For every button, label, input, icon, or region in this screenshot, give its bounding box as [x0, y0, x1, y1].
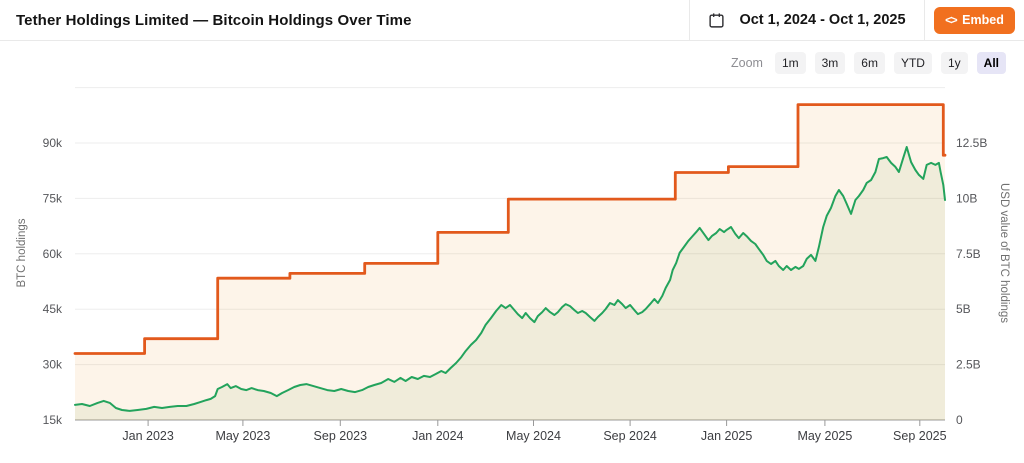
plot-area[interactable]: [75, 88, 945, 420]
zoom-button-ytd[interactable]: YTD: [893, 52, 932, 74]
x-axis-label: Sep 2024: [603, 429, 657, 443]
y-axis-label-right: 7.5B: [956, 247, 981, 261]
usd-value-line: [74, 146, 946, 412]
zoom-button-all[interactable]: All: [976, 52, 1006, 74]
x-axis-label: Jan 2023: [122, 429, 173, 443]
y-axis-label-right: 5B: [956, 302, 971, 316]
zoom-button-1y[interactable]: 1y: [940, 52, 968, 74]
x-axis-label: Sep 2025: [893, 429, 947, 443]
left-axis-title: BTC holdings: [16, 218, 28, 287]
divider: [924, 0, 925, 40]
y-axis-label-right: 12.5B: [956, 136, 987, 150]
code-brackets-icon: <>: [945, 13, 958, 27]
usd-value-area: [75, 147, 945, 420]
zoom-button-6m[interactable]: 6m: [854, 52, 885, 74]
x-axis-label: May 2025: [797, 429, 852, 443]
btc-holdings-line: [73, 103, 947, 355]
zoom-button-group: 1m 3m 6m YTD 1y All: [774, 52, 1006, 74]
y-axis-label-right: 0: [956, 413, 963, 427]
embed-button[interactable]: <> Embed: [934, 6, 1015, 34]
y-axis-label-left: 75k: [43, 191, 63, 205]
x-axis-label: May 2023: [215, 429, 270, 443]
header: Tether Holdings Limited — Bitcoin Holdin…: [0, 0, 1024, 41]
y-axis-label-left: 45k: [43, 302, 63, 316]
zoom-button-3m[interactable]: 3m: [814, 52, 846, 74]
zoom-controls: Zoom 1m 3m 6m YTD 1y All: [0, 41, 1024, 85]
calendar-icon: [708, 12, 725, 29]
x-axis-label: Sep 2023: [314, 429, 368, 443]
y-axis-label-left: 60k: [43, 247, 63, 261]
right-axis-title: USD value of BTC holdings: [998, 183, 1010, 323]
date-range-label: Oct 1, 2024 - Oct 1, 2025: [739, 12, 906, 28]
divider: [689, 0, 690, 40]
page-title: Tether Holdings Limited — Bitcoin Holdin…: [16, 11, 412, 29]
x-axis-label: Jan 2025: [701, 429, 752, 443]
zoom-label: Zoom: [731, 56, 763, 70]
y-axis-label-left: 15k: [43, 413, 63, 427]
embed-button-label: Embed: [962, 13, 1004, 27]
header-actions: Oct 1, 2024 - Oct 1, 2025 <> Embed: [689, 0, 1024, 40]
btc-holdings-area: [75, 104, 945, 420]
zoom-button-1m[interactable]: 1m: [774, 52, 806, 74]
y-axis-label-left: 30k: [43, 358, 63, 372]
y-axis-label-right: 10B: [956, 191, 977, 205]
x-axis-label: May 2024: [506, 429, 561, 443]
date-range-button[interactable]: Oct 1, 2024 - Oct 1, 2025: [690, 0, 924, 40]
y-axis-label-left: 90k: [43, 136, 63, 150]
y-axis-label-right: 2.5B: [956, 358, 981, 372]
x-axis-label: Jan 2024: [412, 429, 463, 443]
embed-zone: <> Embed: [925, 0, 1024, 40]
